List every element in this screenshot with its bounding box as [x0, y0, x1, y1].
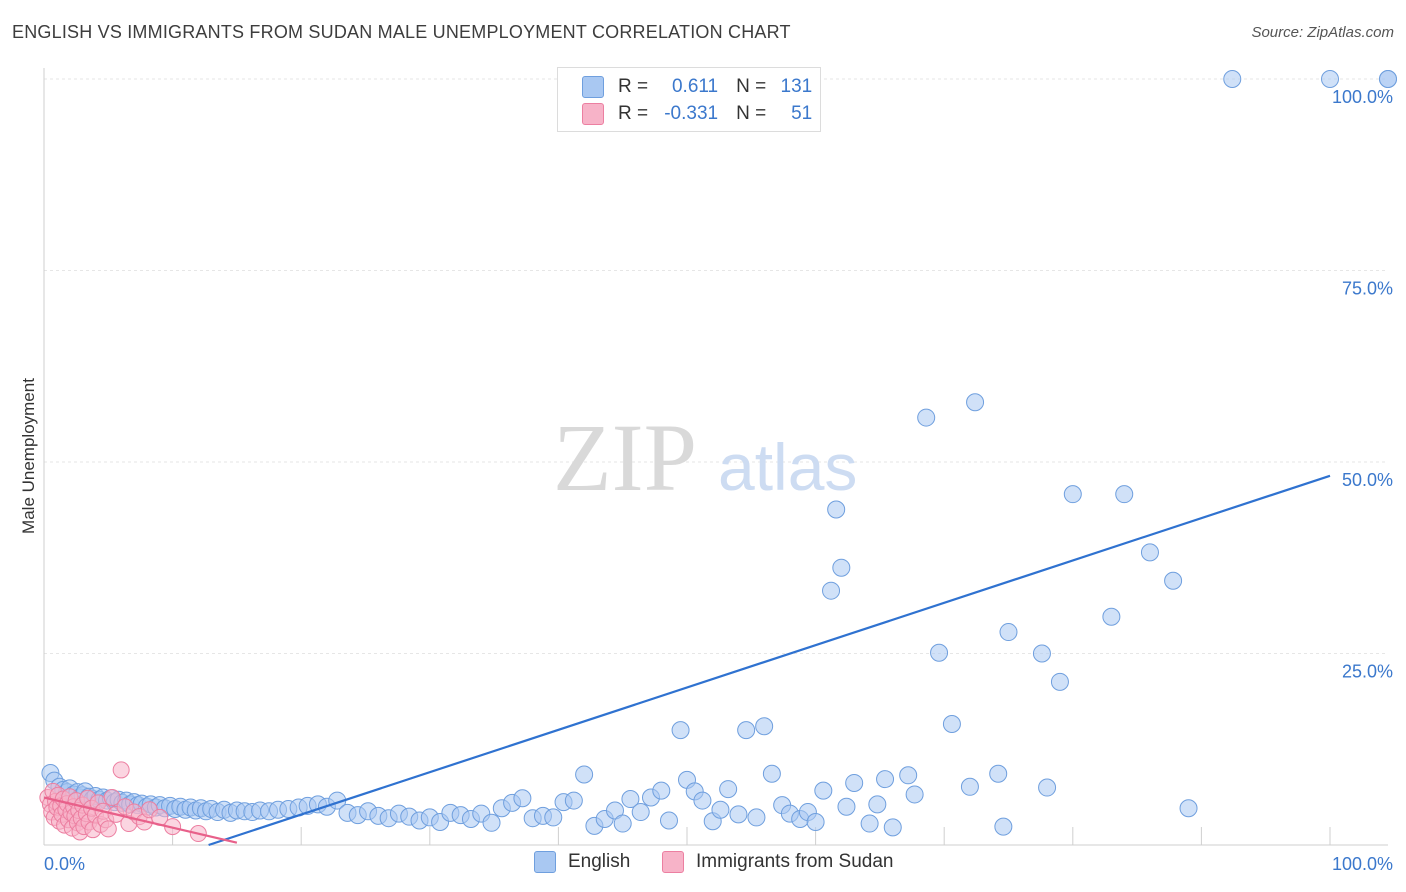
english-point — [814, 781, 833, 800]
english-point — [837, 797, 856, 816]
y-tick-label: 50.0% — [1342, 470, 1393, 490]
english-point — [729, 805, 748, 824]
legend-n-value: 131 — [780, 76, 813, 97]
english-point — [747, 808, 766, 827]
english-point — [544, 808, 563, 827]
english-point — [806, 813, 825, 832]
english-point — [930, 643, 949, 662]
english-point — [1321, 70, 1339, 88]
gridlines — [44, 78, 1388, 654]
english-point — [822, 581, 841, 600]
legend-n-label: N = — [736, 103, 767, 124]
english-point — [899, 766, 918, 785]
bottom-legend-label-english: English — [568, 851, 631, 872]
english-point — [1032, 644, 1051, 663]
english-trendline — [208, 474, 1331, 847]
english-point — [1063, 485, 1082, 504]
sudan-trendline — [43, 796, 238, 844]
english-point — [876, 770, 895, 789]
y-axis-label: Male Unemployment — [19, 378, 38, 534]
english-point — [1179, 799, 1198, 818]
sudan-point — [103, 789, 121, 807]
chart-title: ENGLISH VS IMMIGRANTS FROM SUDAN MALE UN… — [12, 22, 791, 42]
bottom-legend-swatch-english — [534, 851, 556, 873]
english-point — [827, 500, 846, 519]
y-tick-label: 25.0% — [1342, 662, 1393, 682]
x-tick-label-max: 100.0% — [1332, 854, 1393, 874]
y-tick-label: 100.0% — [1332, 87, 1393, 107]
english-point — [966, 393, 985, 412]
english-point — [832, 558, 851, 577]
tick-labels: 100.0% 75.0% 50.0% 25.0% 0.0% 100.0% — [44, 87, 1393, 874]
english-point — [564, 791, 583, 810]
axes — [43, 68, 1388, 846]
correlation-legend: R = 0.611 N = 131 R = -0.331 N = 51 — [557, 67, 821, 132]
data-points — [39, 70, 1397, 843]
english-point — [762, 764, 781, 783]
english-point — [883, 818, 902, 837]
chart-source: Source: ZipAtlas.com — [1251, 24, 1394, 41]
watermark-atlas: atlas — [718, 430, 857, 504]
english-point — [960, 777, 979, 796]
legend-swatch-english — [582, 76, 604, 98]
english-point — [942, 714, 961, 733]
bottom-legend-label-sudan: Immigrants from Sudan — [696, 851, 894, 872]
bottom-legend-english: English — [534, 851, 630, 873]
english-point — [711, 800, 730, 819]
english-point — [1223, 70, 1242, 88]
x-tick-label-min: 0.0% — [44, 854, 85, 874]
english-point — [652, 781, 671, 800]
english-point — [1164, 571, 1183, 590]
english-point — [999, 623, 1018, 642]
legend-row-sudan: R = -0.331 N = 51 — [582, 101, 812, 127]
bottom-legend-swatch-sudan — [662, 851, 684, 873]
legend-r-label: R = — [618, 103, 649, 124]
bottom-legend-sudan: Immigrants from Sudan — [662, 851, 893, 873]
english-point — [1140, 543, 1159, 562]
english-point — [621, 790, 640, 809]
english-point — [719, 780, 738, 799]
legend-n-label: N = — [736, 76, 767, 97]
english-point — [1115, 485, 1134, 504]
sudan-point — [112, 761, 130, 779]
english-point — [1038, 778, 1057, 797]
legend-swatch-sudan — [582, 103, 604, 125]
english-point — [631, 803, 650, 822]
english-point — [613, 814, 632, 833]
english-point — [868, 795, 887, 814]
legend-n-value: 51 — [791, 103, 813, 124]
english-point — [671, 721, 690, 740]
sudan-point — [99, 820, 117, 838]
trendlines — [43, 474, 1331, 847]
english-point — [845, 773, 864, 792]
english-point — [1102, 607, 1121, 626]
english-point — [1050, 672, 1069, 691]
legend-r-label: R = — [618, 76, 649, 97]
watermark-zip: ZIP — [553, 404, 697, 511]
english-point — [989, 764, 1008, 783]
english-point — [994, 817, 1013, 836]
english-point — [513, 789, 532, 808]
english-point — [1379, 70, 1397, 88]
english-point — [905, 785, 924, 804]
english-point — [575, 765, 594, 784]
english-point — [917, 408, 936, 427]
y-tick-label: 75.0% — [1342, 279, 1393, 299]
english-point — [659, 811, 678, 830]
legend-row-english: R = 0.611 N = 131 — [582, 74, 812, 100]
english-point — [693, 791, 712, 810]
english-point — [737, 721, 756, 740]
english-point — [482, 813, 501, 832]
legend-r-value: -0.331 — [664, 103, 719, 124]
english-point — [755, 717, 774, 736]
legend-r-value: 0.611 — [671, 76, 719, 97]
english-point — [860, 814, 879, 833]
watermark: ZIP atlas — [553, 404, 857, 511]
